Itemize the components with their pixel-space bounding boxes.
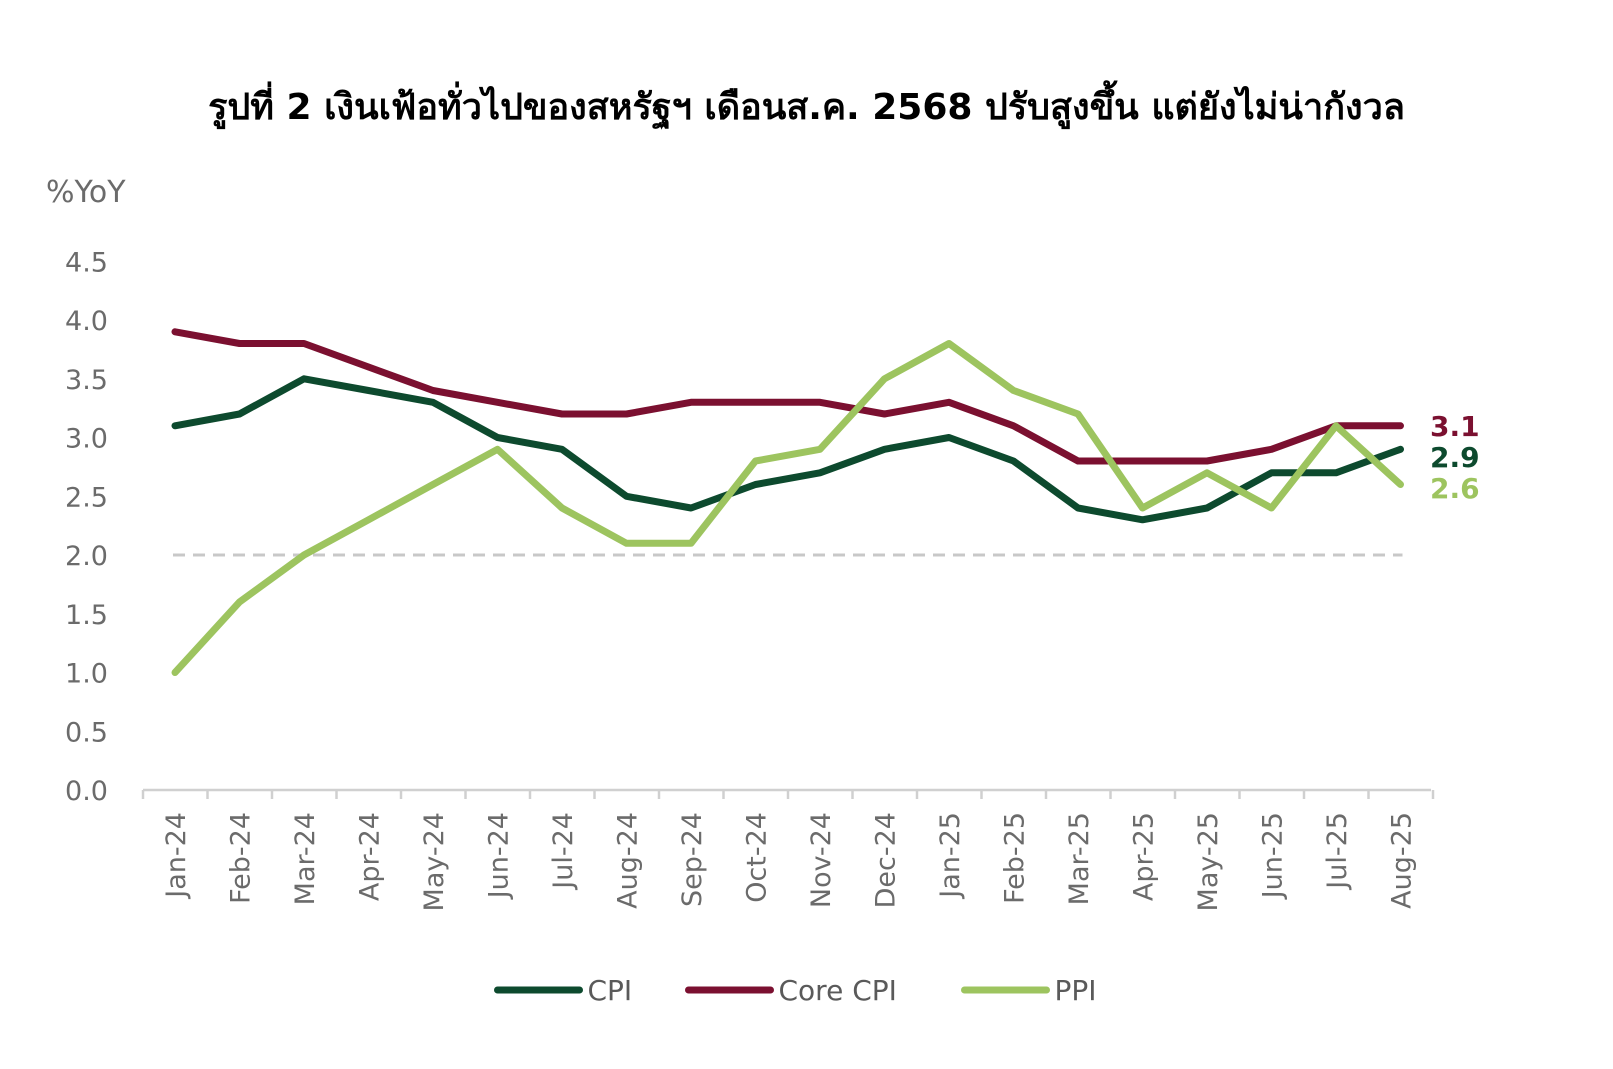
x-tick-label: Dec-24 bbox=[871, 812, 902, 908]
x-tick-label: Jul-24 bbox=[548, 812, 579, 891]
y-tick-label: 4.5 bbox=[65, 247, 108, 278]
x-tick-label: Aug-25 bbox=[1387, 812, 1418, 909]
y-tick-label: 3.0 bbox=[65, 424, 108, 455]
y-tick-label: 3.5 bbox=[65, 365, 108, 396]
y-tick-label: 0.5 bbox=[65, 717, 108, 748]
x-tick-label: Apr-25 bbox=[1129, 812, 1160, 901]
series-line-ppi bbox=[171, 340, 1404, 676]
x-tick-label: May-25 bbox=[1193, 812, 1224, 911]
legend-label-ppi: PPI bbox=[1055, 974, 1097, 1007]
x-axis: Jan-24 Feb-24 Mar-24 Apr-24 May-24 Jun-24 Jul-… bbox=[141, 788, 1435, 911]
y-axis-unit-label: %YoY bbox=[46, 175, 126, 210]
x-tick-label: Jul-25 bbox=[1322, 812, 1353, 891]
y-tick-label: 1.0 bbox=[65, 659, 108, 690]
y-tick-label: 4.0 bbox=[65, 306, 108, 337]
y-tick-label: 2.0 bbox=[65, 541, 108, 572]
y-tick-label: 2.5 bbox=[65, 482, 108, 513]
x-tick-label: Mar-25 bbox=[1064, 812, 1095, 905]
series-line-core-cpi bbox=[171, 328, 1404, 465]
x-tick-label: Jan-25 bbox=[935, 812, 966, 900]
y-tick-label: 1.5 bbox=[65, 600, 108, 631]
legend: CPI Core CPI PPI bbox=[494, 974, 1097, 1007]
series-line-cpi bbox=[171, 375, 1404, 524]
x-tick-label: Aug-24 bbox=[613, 812, 644, 909]
series-lines bbox=[171, 328, 1404, 676]
legend-label-core-cpi: Core CPI bbox=[779, 974, 897, 1007]
x-tick-label: Mar-24 bbox=[290, 812, 321, 905]
x-tick-label: Feb-24 bbox=[226, 812, 257, 904]
chart-title: รูปที่ 2 เงินเฟ้อทั่วไปของสหรัฐฯ เดือนส.… bbox=[208, 87, 1405, 128]
x-tick-label: Jun-25 bbox=[1258, 812, 1289, 900]
end-label-cpi: 2.9 bbox=[1430, 441, 1480, 474]
x-tick-label: Apr-24 bbox=[355, 812, 386, 901]
end-label-ppi: 2.6 bbox=[1430, 472, 1480, 505]
legend-label-cpi: CPI bbox=[588, 974, 633, 1007]
y-tick-label: 0.0 bbox=[65, 776, 108, 807]
x-tick-label: Jun-24 bbox=[484, 812, 515, 900]
x-tick-label: May-24 bbox=[419, 812, 450, 911]
x-tick-label: Nov-24 bbox=[806, 812, 837, 908]
x-tick-label: Jan-24 bbox=[161, 812, 192, 900]
end-labels: 3.12.92.6 bbox=[1430, 410, 1480, 505]
x-tick-label: Sep-24 bbox=[677, 812, 708, 907]
x-tick-label: Feb-25 bbox=[1000, 812, 1031, 904]
x-tick-label: Oct-24 bbox=[742, 812, 773, 903]
end-label-core-cpi: 3.1 bbox=[1430, 410, 1480, 443]
y-axis-ticks: 0.0 0.5 1.0 1.5 2.0 2.5 3.0 3.5 4.0 4.5 bbox=[65, 247, 108, 807]
